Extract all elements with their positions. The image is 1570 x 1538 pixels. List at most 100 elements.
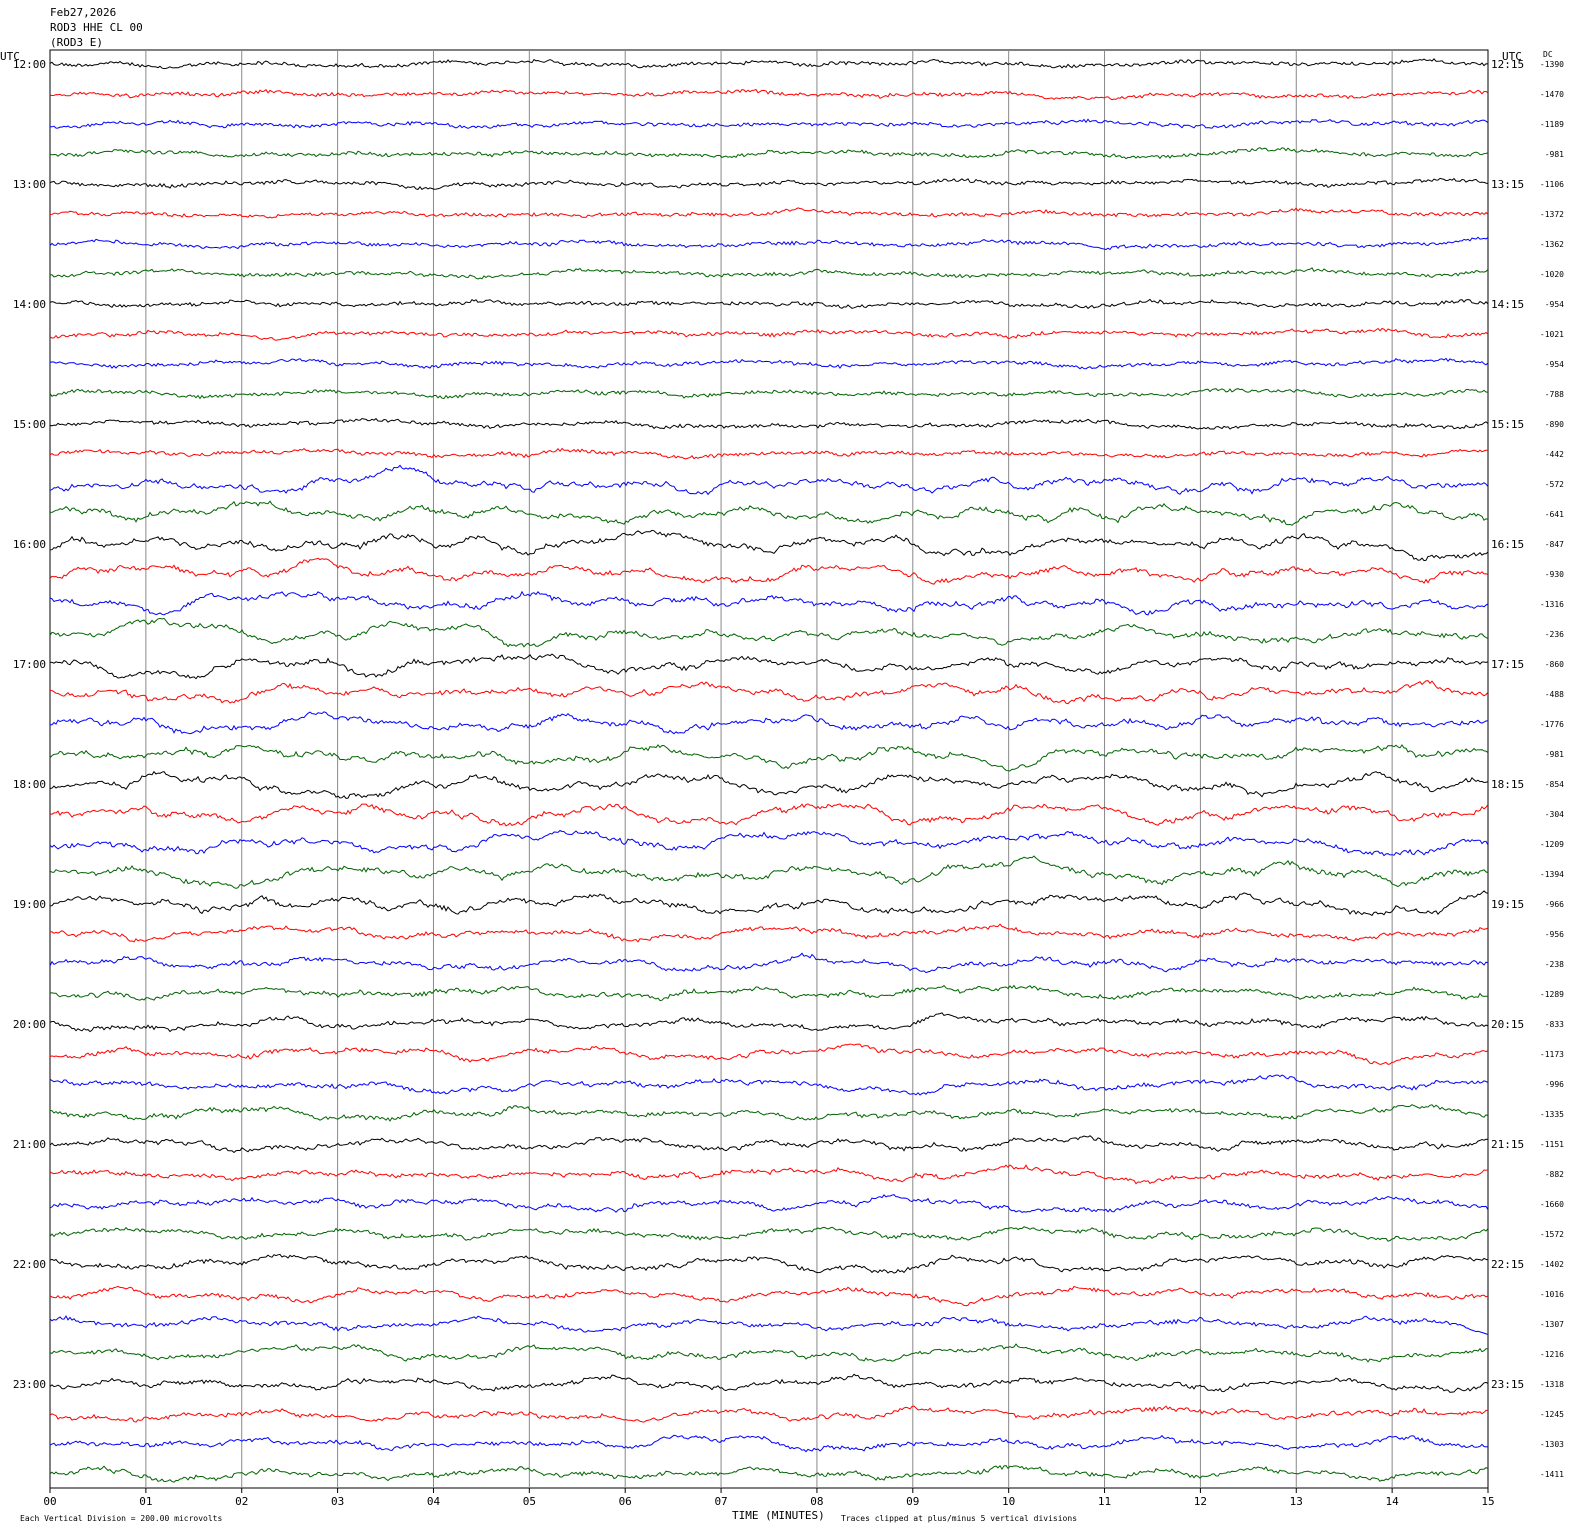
trace (49, 890, 1489, 917)
hour-label: 15:00 (13, 418, 46, 431)
hour-label: 23:00 (13, 1378, 46, 1391)
hour-label-right: 23:15 (1491, 1378, 1524, 1391)
dc-value: -833 (1545, 1020, 1564, 1029)
x-tick-label: 06 (619, 1495, 632, 1508)
station: ROD3 HHE CL 00 (50, 21, 143, 34)
dc-value: -1189 (1540, 120, 1564, 129)
trace (50, 680, 1489, 705)
trace (49, 984, 1489, 1002)
hour-label-right: 18:15 (1491, 778, 1524, 791)
dc-value: -1776 (1540, 720, 1564, 729)
dc-value: -238 (1545, 960, 1564, 969)
hour-label-right: 17:15 (1491, 658, 1524, 671)
trace (49, 952, 1489, 974)
dc-value: -304 (1545, 810, 1564, 819)
trace (49, 357, 1489, 370)
trace (49, 1373, 1489, 1393)
dc-value: -1372 (1540, 210, 1564, 219)
dc-header: DC (1543, 50, 1553, 59)
dc-value: -1362 (1540, 240, 1564, 249)
trace (49, 744, 1489, 772)
dc-value: -981 (1545, 150, 1564, 159)
trace (49, 118, 1489, 129)
x-tick-label: 04 (427, 1495, 441, 1508)
dc-value: -1245 (1540, 1410, 1564, 1419)
dc-value: -442 (1545, 450, 1564, 459)
dc-value: -1209 (1540, 840, 1564, 849)
trace (49, 590, 1489, 616)
trace (49, 464, 1489, 496)
trace (49, 617, 1489, 648)
trace (49, 1012, 1489, 1033)
hour-label-right: 14:15 (1491, 298, 1524, 311)
hour-label: 22:00 (13, 1258, 46, 1271)
hour-label: 17:00 (13, 658, 46, 671)
dc-value: -1106 (1540, 180, 1564, 189)
hour-label-right: 16:15 (1491, 538, 1524, 551)
dc-value: -1173 (1540, 1050, 1564, 1059)
dc-value: -1303 (1540, 1440, 1564, 1449)
trace (49, 770, 1489, 799)
scale-note: Each Vertical Division = 200.00 microvol… (20, 1514, 222, 1523)
dc-value: -1016 (1540, 1290, 1564, 1299)
dc-value: -1411 (1540, 1470, 1564, 1479)
clip-note: Traces clipped at plus/minus 5 vertical … (841, 1514, 1077, 1523)
dc-value: -236 (1545, 630, 1564, 639)
plot-frame (49, 49, 1489, 1489)
dc-value: -956 (1545, 930, 1564, 939)
date: Feb27,2026 (50, 6, 116, 19)
hour-label: 20:00 (13, 1018, 46, 1031)
dc-value: -954 (1545, 360, 1564, 369)
dc-value: -1020 (1540, 270, 1564, 279)
trace (49, 207, 1489, 219)
hour-label-right: 21:15 (1491, 1138, 1524, 1151)
trace (49, 327, 1489, 341)
trace (49, 177, 1489, 191)
trace (49, 417, 1489, 430)
trace (49, 923, 1489, 943)
trace (49, 557, 1489, 585)
hour-label-right: 22:15 (1491, 1258, 1524, 1271)
dc-value: -930 (1545, 570, 1564, 579)
trace (49, 1135, 1489, 1154)
x-tick-label: 08 (810, 1495, 823, 1508)
dc-value: -1021 (1540, 330, 1564, 339)
hour-label: 13:00 (13, 178, 46, 191)
dc-value: -996 (1545, 1080, 1564, 1089)
x-tick-label: 05 (523, 1495, 536, 1508)
hour-label-right: 12:15 (1491, 58, 1524, 71)
dc-value: -1470 (1540, 90, 1564, 99)
x-tick-label: 09 (906, 1495, 919, 1508)
dc-value: -641 (1545, 510, 1564, 519)
trace (49, 1285, 1489, 1307)
trace (49, 1226, 1489, 1242)
dc-value: -890 (1545, 420, 1564, 429)
trace (49, 1043, 1489, 1065)
dc-value: -1151 (1540, 1140, 1564, 1149)
hour-label-right: 19:15 (1491, 898, 1524, 911)
trace (49, 1194, 1489, 1213)
dc-value: -1216 (1540, 1350, 1564, 1359)
dc-value: -1335 (1540, 1110, 1564, 1119)
trace (49, 855, 1489, 889)
trace (49, 529, 1489, 562)
dc-value: -860 (1545, 660, 1564, 669)
x-tick-label: 07 (714, 1495, 727, 1508)
trace (49, 1434, 1489, 1453)
left-unit: UTC (0, 50, 20, 63)
dc-value: -854 (1545, 780, 1564, 789)
hour-label: 18:00 (13, 778, 46, 791)
dc-value: -488 (1545, 690, 1564, 699)
trace (49, 388, 1489, 400)
hour-label: 21:00 (13, 1138, 46, 1151)
trace (49, 803, 1489, 827)
trace (49, 58, 1489, 70)
dc-value: -1402 (1540, 1260, 1564, 1269)
trace (49, 88, 1489, 101)
trace (49, 500, 1489, 526)
x-tick-label: 11 (1098, 1495, 1111, 1508)
dc-value: -1390 (1540, 60, 1564, 69)
hour-label-right: 20:15 (1491, 1018, 1524, 1031)
trace (49, 829, 1489, 857)
